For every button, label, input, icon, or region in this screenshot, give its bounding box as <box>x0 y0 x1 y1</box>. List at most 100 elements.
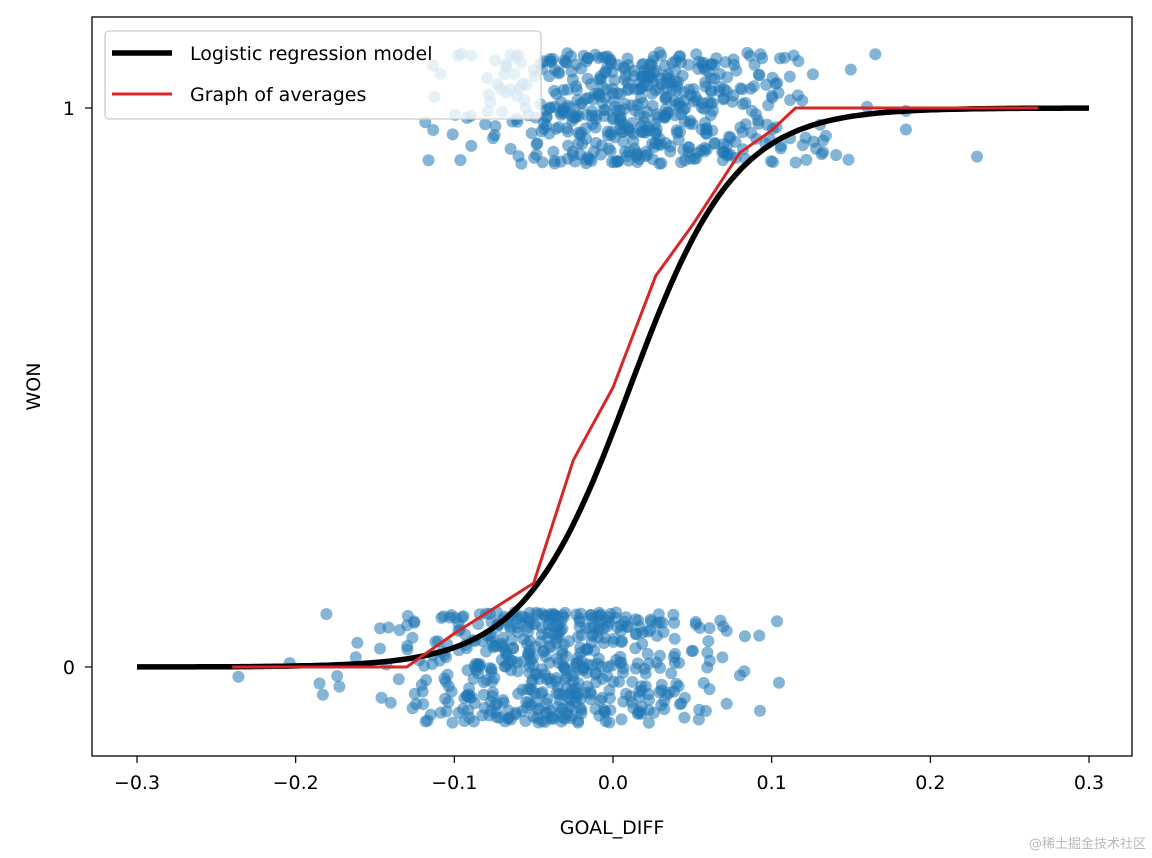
scatter-point-won-0 <box>384 696 397 709</box>
scatter-point-won-1 <box>548 157 561 170</box>
scatter-point-won-0 <box>526 684 539 697</box>
scatter-point-won-0 <box>512 626 525 639</box>
scatter-point-won-1 <box>869 48 882 61</box>
scatter-point-won-1 <box>792 55 805 68</box>
scatter-point-won-1 <box>819 129 832 142</box>
scatter-point-won-0 <box>434 706 447 719</box>
watermark: @稀土掘金技术社区 <box>1029 836 1146 852</box>
scatter-point-won-1 <box>581 72 594 85</box>
scatter-point-won-0 <box>714 614 727 627</box>
scatter-point-won-0 <box>575 629 588 642</box>
scatter-point-won-1 <box>697 56 710 69</box>
scatter-point-won-0 <box>486 686 499 699</box>
scatter-point-won-0 <box>313 677 326 690</box>
scatter-point-won-1 <box>570 83 583 96</box>
scatter-point-won-1 <box>796 94 809 107</box>
scatter-point-won-0 <box>647 706 660 719</box>
legend: Logistic regression model Graph of avera… <box>104 30 542 120</box>
scatter-point-won-0 <box>701 661 714 674</box>
scatter-point-won-1 <box>716 154 729 167</box>
scatter-point-won-0 <box>542 626 555 639</box>
scatter-point-won-0 <box>678 711 691 724</box>
scatter-point-won-0 <box>417 698 430 710</box>
scatter-point-won-0 <box>596 691 609 704</box>
scatter-point-won-0 <box>533 672 546 685</box>
scatter-point-won-1 <box>595 72 608 85</box>
scatter-point-won-1 <box>631 156 644 168</box>
scatter-point-won-0 <box>485 636 498 648</box>
scatter-point-won-0 <box>486 675 499 688</box>
scatter-point-won-0 <box>560 650 573 663</box>
scatter-point-won-1 <box>600 83 613 96</box>
scatter-point-won-0 <box>550 686 563 699</box>
scatter-point-won-0 <box>753 629 766 642</box>
scatter-point-won-1 <box>488 129 501 142</box>
scatter-point-won-0 <box>632 614 645 627</box>
scatter-point-won-1 <box>568 112 581 124</box>
scatter-point-won-0 <box>655 678 668 691</box>
scatter-point-won-1 <box>422 154 435 167</box>
scatter-point-won-0 <box>667 608 680 621</box>
scatter-point-won-0 <box>439 675 452 688</box>
scatter-point-won-0 <box>571 652 584 665</box>
scatter-point-won-0 <box>320 608 333 621</box>
scatter-point-won-0 <box>544 613 556 626</box>
scatter-point-won-0 <box>579 643 592 656</box>
scatter-point-won-1 <box>605 125 618 138</box>
scatter-point-won-0 <box>591 611 604 624</box>
scatter-point-won-0 <box>673 656 685 669</box>
scatter-point-won-0 <box>692 713 705 726</box>
scatter-point-won-0 <box>446 716 459 729</box>
scatter-point-won-0 <box>738 665 751 678</box>
scatter-point-won-0 <box>558 712 571 725</box>
graph-of-averages-line <box>232 106 1039 669</box>
scatter-point-won-1 <box>619 69 632 82</box>
scatter-point-won-0 <box>636 626 649 639</box>
scatter-point-won-1 <box>608 100 621 113</box>
scatter-point-won-0 <box>591 631 604 644</box>
scatter-point-won-0 <box>490 711 503 724</box>
scatter-point-won-0 <box>516 683 529 696</box>
scatter-point-won-0 <box>569 696 582 709</box>
scatter-point-won-0 <box>496 639 508 652</box>
scatter-point-won-0 <box>584 685 597 698</box>
scatter-point-won-1 <box>567 149 579 162</box>
scatter-point-won-0 <box>374 642 386 655</box>
scatter-point-won-1 <box>672 133 685 146</box>
scatter-point-won-1 <box>669 109 682 122</box>
scatter-point-won-1 <box>638 111 651 123</box>
scatter-point-won-1 <box>627 127 640 140</box>
scatter-point-won-1 <box>479 118 492 131</box>
x-tick-label: 0.0 <box>598 772 628 794</box>
scatter-point-won-0 <box>635 684 648 697</box>
scatter-point-won-1 <box>576 97 588 110</box>
scatter-point-won-0 <box>702 635 715 648</box>
x-tick-label: −0.1 <box>431 772 477 794</box>
scatter-point-won-1 <box>593 90 606 103</box>
scatter-point-won-0 <box>552 620 565 633</box>
scatter-point-won-1 <box>581 52 594 65</box>
scatter-point-won-0 <box>452 706 465 719</box>
x-tick-label: −0.2 <box>273 772 319 794</box>
scatter-point-won-1 <box>585 154 598 167</box>
scatter-point-won-1 <box>586 105 598 118</box>
scatter-point-won-0 <box>550 672 563 684</box>
scatter-point-won-0 <box>607 635 620 648</box>
scatter-point-won-0 <box>611 621 624 634</box>
scatter-point-won-1 <box>649 117 661 130</box>
y-axis-label: WON <box>23 363 45 411</box>
scatter-point-won-1 <box>708 72 721 85</box>
scatter-point-won-1 <box>589 121 602 134</box>
scatter-point-won-0 <box>477 688 490 701</box>
scatter-point-won-1 <box>736 98 749 111</box>
scatter-point-won-0 <box>418 659 431 672</box>
scatter-point-won-1 <box>698 141 711 154</box>
scatter-point-won-0 <box>539 650 552 663</box>
scatter-point-won-0 <box>392 673 405 686</box>
scatter-point-won-0 <box>421 714 434 727</box>
scatter-point-won-1 <box>605 57 618 70</box>
scatter-point-won-0 <box>685 644 698 657</box>
scatter-point-won-1 <box>648 141 661 153</box>
scatter-point-won-0 <box>609 611 622 624</box>
